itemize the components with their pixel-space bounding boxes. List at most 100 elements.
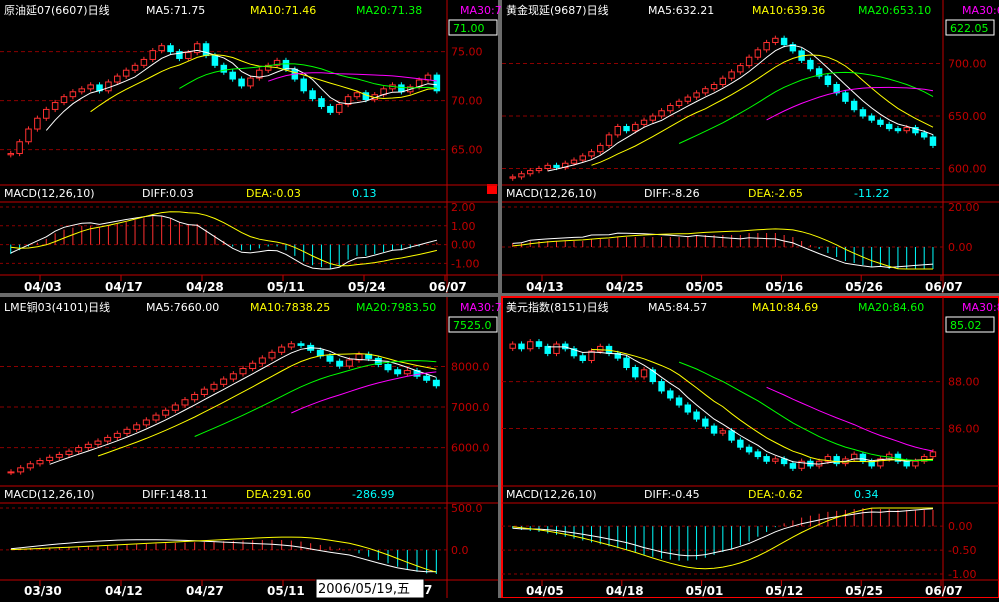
- candle: [737, 439, 744, 448]
- macd-label: MACD(12,26,10): [4, 488, 95, 501]
- chart-panel-top-right: 黄金现延(9687)日线 MA5:632.21 MA10:639.36 MA20:65…: [502, 0, 999, 294]
- candle: [191, 393, 199, 401]
- ma10-line: [591, 54, 934, 166]
- macd-tick-label: 500.0: [451, 502, 483, 515]
- ma30-label: MA30:7: [460, 4, 502, 17]
- candle: [432, 379, 440, 387]
- candle: [152, 414, 160, 421]
- x-tick-label: 05/12: [765, 584, 803, 598]
- candle: [273, 59, 281, 66]
- candle: [667, 390, 674, 399]
- ma20-label: MA20:653.10: [858, 4, 931, 17]
- candle: [903, 460, 910, 467]
- date-tooltip-tail: 7: [424, 583, 432, 597]
- candle: [326, 355, 334, 362]
- ma20-line: [678, 361, 934, 462]
- candle: [535, 341, 543, 347]
- candle: [171, 404, 179, 411]
- candle: [104, 436, 112, 442]
- ma20-label: MA20:84.60: [858, 301, 924, 314]
- candle: [300, 78, 307, 92]
- ma30-label: MA30:8: [962, 301, 999, 314]
- candle: [43, 108, 50, 119]
- candle: [239, 368, 247, 375]
- x-tick-label: 04/12: [105, 584, 143, 598]
- candle: [623, 126, 630, 132]
- candle: [675, 100, 683, 107]
- macd-dea-line: [512, 507, 933, 570]
- candle: [658, 110, 665, 117]
- x-tick-label: 05/26: [845, 280, 883, 294]
- price-tick-label: 7000.0: [451, 401, 490, 414]
- candle: [754, 49, 762, 58]
- candle: [200, 388, 208, 395]
- ma10-label: MA10:71.46: [250, 4, 316, 17]
- candle: [249, 362, 257, 370]
- vertical-splitter[interactable]: [498, 0, 502, 598]
- candle: [75, 447, 83, 452]
- x-tick-label: 06/07: [429, 280, 467, 294]
- ma30-label: MA30:7: [460, 301, 502, 314]
- candle: [640, 119, 648, 125]
- price-tick-label: 88.00: [948, 376, 980, 389]
- last-price-label: 71.00: [453, 22, 485, 35]
- candle: [649, 115, 657, 121]
- x-tick-label: 04/17: [105, 280, 143, 294]
- candle: [394, 369, 402, 375]
- candle: [55, 453, 63, 458]
- macd-dea-label: DEA:291.60: [246, 488, 311, 501]
- candle: [675, 397, 683, 406]
- candle: [544, 345, 551, 354]
- candle: [509, 343, 516, 349]
- last-price-box: [945, 19, 995, 36]
- macd-diff-line: [512, 508, 934, 557]
- candle: [133, 424, 141, 430]
- candle: [398, 84, 405, 93]
- macd-diff-label: DIFF:-0.45: [644, 488, 700, 501]
- candle: [384, 363, 392, 371]
- x-tick-label: 05/01: [686, 584, 724, 598]
- candle: [335, 104, 343, 113]
- x-tick-label: 04/03: [24, 280, 62, 294]
- candle: [327, 105, 334, 113]
- candle: [920, 132, 928, 138]
- macd-dea-label: DEA:-2.65: [748, 187, 803, 200]
- price-tick-label: 65.00: [451, 144, 483, 157]
- ma5-label: MA5:7660.00: [146, 301, 219, 314]
- x-tick-label: 05/05: [686, 280, 724, 294]
- price-tick-label: 650.00: [948, 110, 987, 123]
- last-price-box: [945, 316, 995, 333]
- x-tick-label: 04/05: [526, 584, 564, 598]
- horizontal-splitter[interactable]: [0, 293, 999, 297]
- candle: [162, 409, 170, 416]
- x-tick-label: 05/25: [845, 584, 883, 598]
- candle: [403, 370, 411, 375]
- macd-tick-label: 0.00: [948, 520, 973, 533]
- ma20-line: [179, 63, 437, 89]
- candle: [287, 343, 295, 348]
- ma10-label: MA10:7838.25: [250, 301, 330, 314]
- candle: [185, 52, 192, 59]
- candle: [667, 105, 674, 112]
- candle: [149, 50, 157, 60]
- candle: [69, 91, 77, 98]
- candle: [693, 411, 700, 420]
- candle: [929, 451, 937, 458]
- candle: [728, 430, 735, 441]
- macd-tick-label: -1.00: [948, 568, 976, 581]
- candle: [433, 74, 441, 92]
- macd-tick-label: 20.00: [948, 201, 980, 214]
- candle: [570, 159, 578, 164]
- candle: [264, 64, 272, 71]
- candle: [868, 115, 875, 121]
- candle: [894, 128, 902, 132]
- candle: [929, 136, 937, 146]
- candle: [579, 155, 586, 161]
- x-tick-label: 06/07: [925, 280, 963, 294]
- candle: [7, 153, 15, 156]
- candle: [719, 77, 727, 85]
- candle: [772, 37, 779, 43]
- ma10-label: MA10:639.36: [752, 4, 825, 17]
- candle: [142, 419, 150, 426]
- candle: [282, 59, 290, 70]
